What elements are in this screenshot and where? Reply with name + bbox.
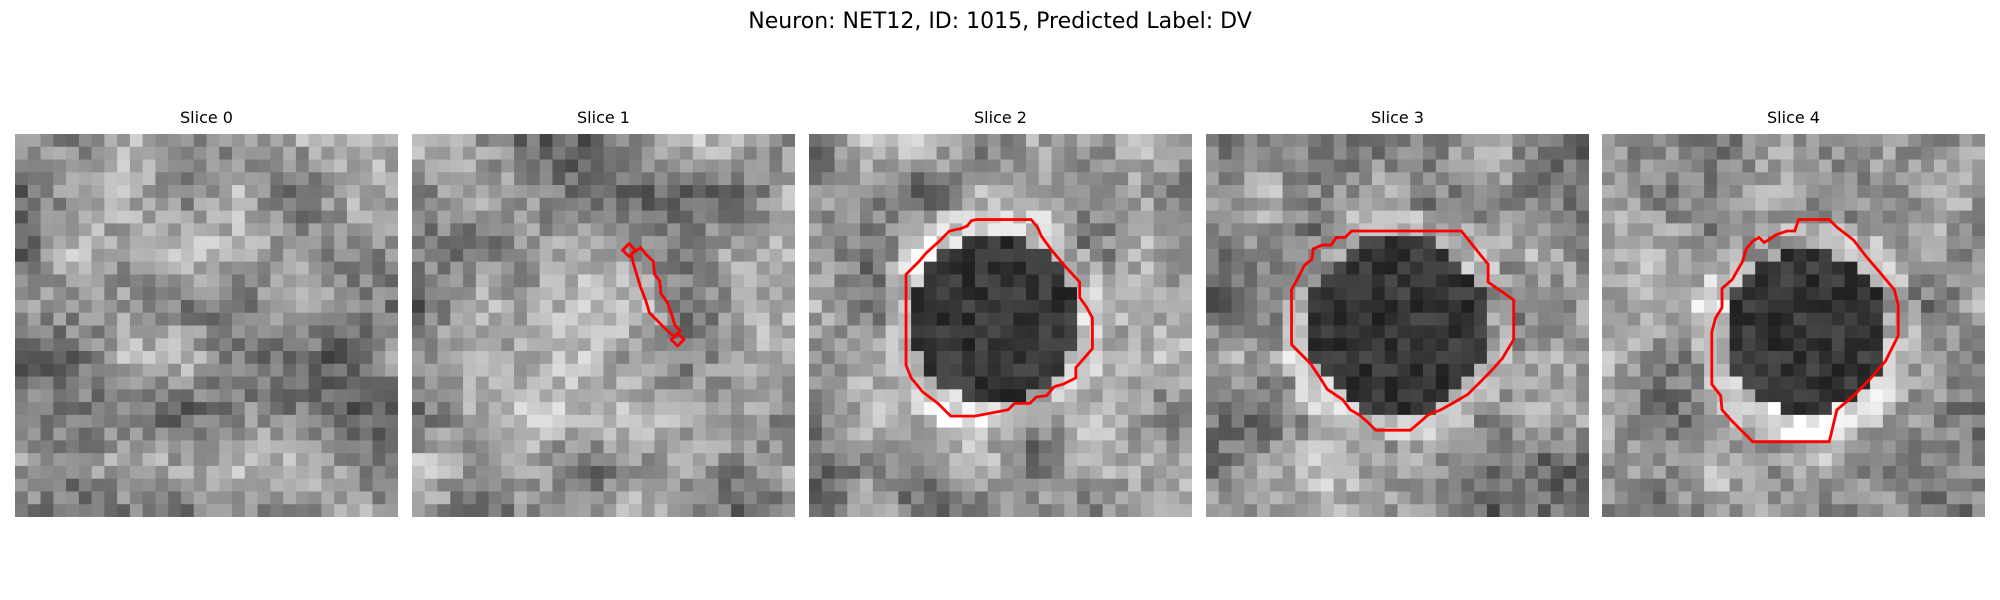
microscopy-image [809, 134, 1192, 517]
panel-slice-4: Slice 4 [1602, 108, 1985, 517]
panel-title: Slice 3 [1371, 108, 1424, 127]
segmentation-outline-tip [620, 241, 638, 259]
panel-slice-3: Slice 3 [1206, 108, 1589, 517]
microscopy-image [15, 134, 398, 517]
segmentation-outline [1710, 218, 1900, 444]
microscopy-image [1602, 134, 1985, 517]
panel-slice-1: Slice 1 [412, 108, 795, 517]
segmentation-outline [1290, 229, 1516, 432]
panel-slice-0: Slice 0 [15, 108, 398, 517]
figure-title: Neuron: NET12, ID: 1015, Predicted Label… [748, 9, 1252, 34]
panel-title: Slice 0 [180, 108, 233, 127]
panel-title: Slice 4 [1767, 108, 1820, 127]
microscopy-image [1206, 134, 1589, 517]
panel-title: Slice 1 [577, 108, 630, 127]
panel-slice-2: Slice 2 [809, 108, 1192, 517]
panel-title: Slice 2 [974, 108, 1027, 127]
segmentation-outline [630, 245, 682, 339]
segmentation-outline-tip [669, 331, 686, 348]
microscopy-image [412, 134, 795, 517]
segmentation-outline [904, 218, 1094, 418]
